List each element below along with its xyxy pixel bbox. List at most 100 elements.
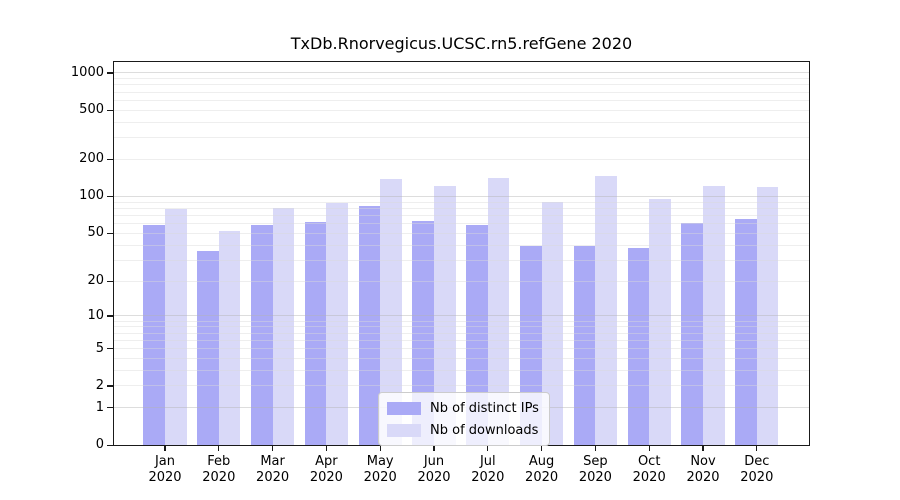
minor-gridline (114, 357, 809, 359)
major-gridline (114, 195, 809, 197)
x-tick-mark (487, 446, 489, 451)
x-tick-label-feb: Feb 2020 (189, 454, 249, 485)
y-tick-mark (107, 280, 113, 282)
bar-distinct-ips-oct (627, 247, 650, 445)
x-tick-label-sep: Sep 2020 (565, 454, 625, 485)
bar-distinct-ips-jun (412, 221, 434, 445)
bar-distinct-ips-feb (197, 250, 219, 445)
minor-gridline (114, 320, 809, 322)
minor-gridline (114, 369, 809, 371)
legend-swatch-distinct-ips-icon (387, 401, 421, 415)
bar-distinct-ips-jul (466, 225, 488, 445)
y-tick-label: 1000 (70, 64, 104, 80)
x-tick-mark (379, 446, 381, 451)
bar-downloads-mar (272, 208, 295, 445)
minor-gridline (114, 137, 809, 139)
y-tick-label: 0 (95, 437, 104, 452)
x-tick-label-aug: Aug 2020 (512, 454, 572, 485)
y-tick-label: 20 (87, 273, 104, 289)
x-tick-label-jul: Jul 2020 (458, 454, 518, 485)
y-tick-mark (107, 195, 113, 198)
y-tick-label: 100 (79, 188, 104, 204)
bar-distinct-ips-mar (250, 225, 273, 445)
x-tick-year: 2020 (578, 469, 612, 485)
x-tick-label-jan: Jan 2020 (135, 454, 195, 485)
bar-distinct-ips-dec (735, 218, 757, 445)
major-gridline (114, 72, 809, 74)
bar-downloads-oct (649, 198, 671, 445)
y-tick-label: 10 (87, 307, 104, 323)
x-tick-month: Sep (583, 454, 608, 469)
x-tick-year: 2020 (417, 469, 451, 485)
x-tick-month: Feb (207, 454, 231, 469)
y-tick-mark (107, 315, 113, 317)
y-tick-label: 50 (87, 225, 104, 241)
y-tick-mark (107, 109, 113, 112)
x-tick-month: Apr (315, 454, 338, 469)
bar-downloads-aug (541, 201, 564, 445)
x-tick-mark (164, 446, 166, 451)
y-tick-mark (107, 385, 113, 387)
minor-gridline (114, 121, 809, 123)
minor-gridline (114, 207, 809, 209)
x-tick-label-dec: Dec 2020 (727, 454, 787, 485)
y-tick-label: 1 (95, 399, 104, 415)
minor-gridline (114, 109, 809, 111)
y-tick-mark (107, 407, 113, 409)
x-tick-mark (433, 446, 435, 451)
plot-area: Nb of distinct IPs Nb of downloads (113, 61, 810, 446)
x-tick-month: Nov (690, 454, 716, 469)
y-tick-label: 2 (95, 377, 104, 393)
minor-gridline (114, 99, 809, 101)
x-tick-mark (325, 446, 328, 451)
x-tick-label-oct: Oct 2020 (619, 454, 679, 485)
bar-downloads-dec (756, 187, 779, 445)
y-tick-mark (107, 72, 113, 74)
bar-distinct-ips-jan (143, 225, 165, 445)
bar-downloads-sep (595, 176, 618, 445)
minor-gridline (114, 339, 809, 341)
y-tick-label: 200 (79, 151, 104, 167)
x-tick-year: 2020 (686, 469, 720, 485)
legend-swatch-downloads-icon (387, 423, 421, 437)
bar-downloads-jul (487, 178, 510, 445)
x-tick-month: Dec (744, 454, 770, 469)
bar-distinct-ips-sep (573, 246, 596, 445)
x-tick-month: Aug (528, 454, 555, 469)
x-tick-year: 2020 (309, 469, 343, 485)
bar-downloads-apr (326, 203, 349, 445)
y-tick-mark (107, 348, 113, 350)
bar-downloads-jun (434, 186, 456, 445)
x-tick-year: 2020 (363, 469, 397, 485)
x-tick-year: 2020 (202, 469, 236, 485)
minor-gridline (114, 280, 809, 282)
minor-gridline (114, 214, 809, 216)
y-tick-label: 500 (79, 102, 104, 118)
bar-distinct-ips-may (358, 206, 381, 445)
x-tick-mark (218, 446, 220, 451)
x-tick-year: 2020 (740, 469, 774, 485)
legend-item-distinct-ips: Nb of distinct IPs (387, 397, 539, 419)
x-tick-month: Jul (479, 454, 496, 469)
minor-gridline (114, 348, 809, 349)
minor-gridline (114, 201, 809, 203)
y-tick-mark (107, 232, 113, 235)
x-tick-year: 2020 (471, 469, 505, 485)
bar-distinct-ips-nov (681, 222, 703, 445)
legend: Nb of distinct IPs Nb of downloads (378, 392, 550, 446)
chart-title: TxDb.Rnorvegicus.UCSC.rn5.refGene 2020 (290, 34, 633, 53)
minor-gridline (114, 326, 809, 328)
bar-downloads-may (380, 179, 402, 445)
x-tick-mark (756, 446, 758, 451)
minor-gridline (114, 385, 809, 387)
x-tick-label-apr: Apr 2020 (296, 454, 356, 485)
bar-downloads-nov (703, 186, 725, 445)
x-tick-year: 2020 (525, 469, 559, 485)
x-tick-mark (541, 446, 543, 451)
bar-downloads-jan (165, 209, 187, 445)
minor-gridline (114, 244, 809, 246)
minor-gridline (114, 91, 809, 93)
x-tick-label-mar: Mar 2020 (243, 454, 303, 485)
x-tick-month: May (366, 454, 394, 469)
minor-gridline (114, 223, 809, 225)
